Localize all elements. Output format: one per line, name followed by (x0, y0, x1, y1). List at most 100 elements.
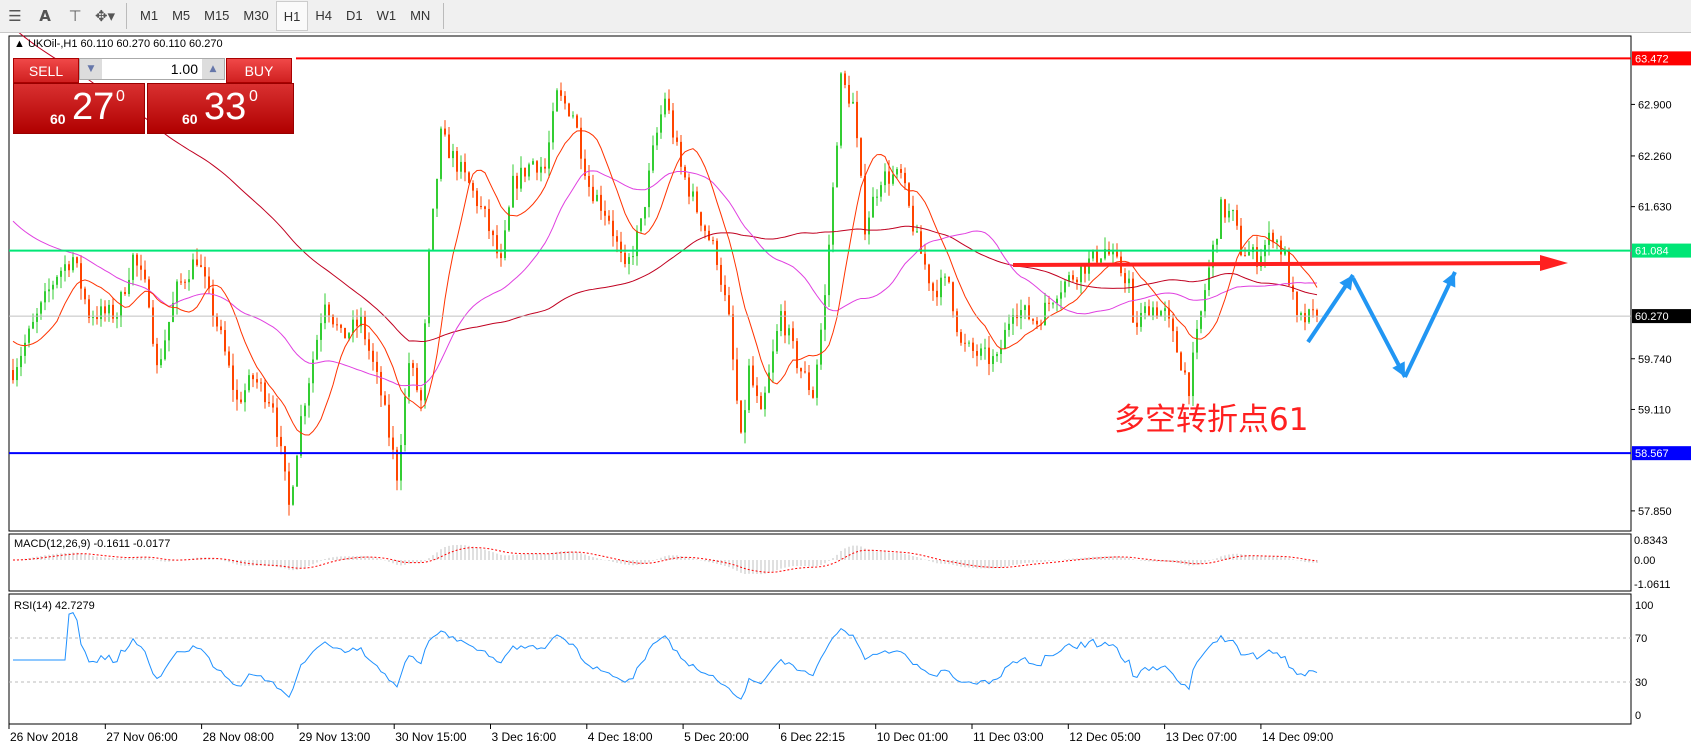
bull-candle (840, 73, 842, 146)
bear-candle (924, 253, 926, 265)
timeframe-m30[interactable]: M30 (243, 8, 269, 23)
bear-candle (420, 390, 422, 401)
bull-candle (940, 277, 942, 298)
arrows-icon[interactable]: ✥▾ (94, 7, 116, 25)
bear-candle (1240, 225, 1242, 256)
bull-candle (532, 161, 534, 165)
bull-candle (764, 392, 766, 410)
bull-candle (188, 279, 190, 283)
timeframe-m5[interactable]: M5 (172, 8, 191, 23)
forecast-arrow-head (1392, 361, 1405, 377)
collapse-triangle-icon[interactable]: ▲ (14, 38, 25, 50)
bear-candle (564, 95, 566, 104)
sell-price[interactable]: 60 27 0 (13, 83, 145, 134)
bull-candle (824, 295, 826, 330)
bear-candle (152, 307, 154, 344)
bull-candle (1152, 307, 1154, 316)
price-level-label: 60.270 (1635, 311, 1669, 323)
macd-label: MACD(12,26,9) -0.1611 -0.0177 (14, 538, 171, 550)
timeframe-w1[interactable]: W1 (376, 8, 397, 23)
bear-candle (256, 379, 258, 383)
bear-candle (104, 306, 106, 314)
bear-candle (536, 161, 538, 173)
timeframe-m1[interactable]: M1 (140, 8, 159, 23)
bear-candle (240, 399, 242, 403)
bull-candle (128, 279, 130, 295)
bull-candle (244, 390, 246, 403)
bear-candle (908, 183, 910, 206)
bull-candle (424, 323, 426, 401)
bull-candle (132, 254, 134, 280)
horizontal-lines-icon[interactable]: ☰ (8, 7, 22, 25)
bear-candle (904, 172, 906, 184)
bull-candle (1128, 278, 1130, 284)
bear-candle (672, 110, 674, 138)
bull-candle (1068, 275, 1070, 282)
bear-candle (700, 212, 702, 226)
macd-tick-label: 0.8343 (1634, 535, 1668, 547)
bull-candle (1008, 323, 1010, 330)
bear-candle (208, 276, 210, 289)
timeframe-mn[interactable]: MN (410, 8, 431, 23)
lot-input[interactable]: 1.00 (170, 61, 198, 77)
bear-candle (688, 177, 690, 197)
bull-candle (100, 306, 102, 320)
increase-lot-icon[interactable]: ▲ (202, 59, 224, 79)
bull-candle (1140, 312, 1142, 327)
ma-fast-line (12, 130, 1318, 436)
buy-button[interactable]: BUY (226, 58, 292, 83)
price-tick-label: 62.900 (1638, 99, 1672, 111)
lot-stepper[interactable]: ▼ 1.00 ▲ (79, 58, 225, 80)
bull-candle (1112, 251, 1114, 255)
timeframe-d1[interactable]: D1 (345, 8, 363, 23)
bear-candle (728, 295, 730, 315)
bear-candle (1316, 309, 1318, 317)
bear-candle (588, 175, 590, 187)
bull-candle (108, 304, 110, 314)
bear-candle (488, 208, 490, 232)
bear-candle (344, 327, 346, 339)
timeframe-h1[interactable]: H1 (275, 1, 309, 31)
text-label-icon[interactable]: ⊤ (68, 7, 82, 25)
bear-candle (1244, 255, 1246, 257)
bear-candle (516, 175, 518, 189)
bull-candle (428, 249, 430, 324)
bull-candle (984, 347, 986, 349)
bear-candle (500, 253, 502, 259)
bull-candle (56, 276, 58, 285)
bull-candle (1276, 240, 1278, 243)
bear-candle (392, 437, 394, 450)
bull-candle (508, 207, 510, 231)
text-icon[interactable]: A (39, 7, 51, 25)
bull-candle (648, 170, 650, 208)
bear-candle (620, 241, 622, 253)
bear-candle (704, 225, 706, 231)
bear-candle (492, 231, 494, 236)
time-tick-label: 29 Nov 13:00 (299, 730, 371, 744)
sell-button[interactable]: SELL (13, 58, 79, 83)
bull-candle (460, 161, 462, 172)
bull-candle (400, 445, 402, 481)
bull-candle (820, 329, 822, 365)
bull-candle (996, 354, 998, 357)
bull-candle (52, 284, 54, 290)
bear-candle (740, 400, 742, 433)
bull-candle (1056, 298, 1058, 304)
buy-price[interactable]: 60 33 0 (147, 83, 294, 134)
bear-candle (796, 341, 798, 369)
bull-candle (652, 145, 654, 171)
time-tick-label: 4 Dec 18:00 (588, 730, 653, 744)
bear-candle (1048, 302, 1050, 304)
bear-candle (468, 172, 470, 183)
bear-candle (216, 316, 218, 327)
timeframe-m15[interactable]: M15 (204, 8, 230, 23)
bull-candle (788, 328, 790, 336)
timeframe-h4[interactable]: H4 (315, 8, 332, 23)
bull-candle (452, 151, 454, 159)
bull-candle (1080, 265, 1082, 283)
macd-signal-line (12, 547, 1318, 573)
bull-candle (16, 367, 18, 381)
trend-arrow-head (1540, 255, 1568, 271)
decrease-lot-icon[interactable]: ▼ (80, 59, 102, 79)
